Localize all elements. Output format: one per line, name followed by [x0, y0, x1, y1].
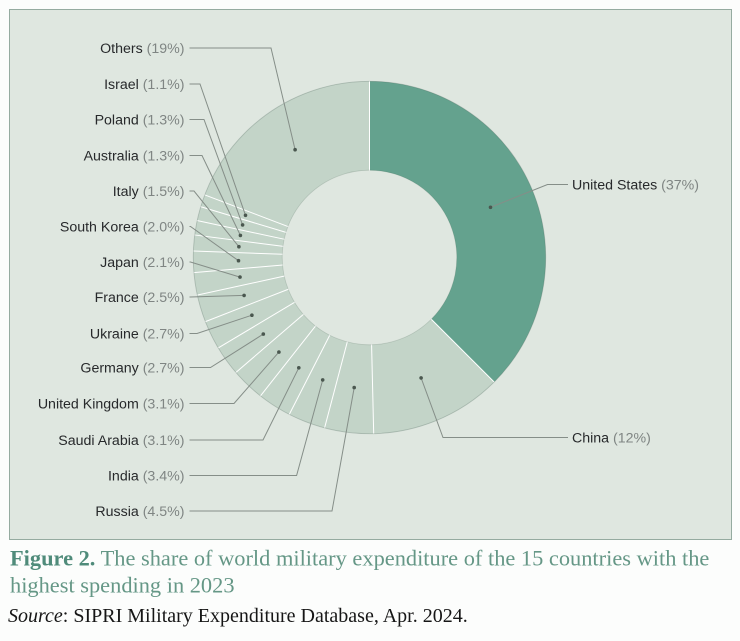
- svg-text:Saudi Arabia (3.1%): Saudi Arabia (3.1%): [58, 433, 184, 449]
- svg-text:Figure 2. The share of world m: Figure 2. The share of world military ex…: [10, 546, 709, 571]
- svg-text:United States (37%): United States (37%): [572, 178, 699, 194]
- svg-text:Poland (1.3%): Poland (1.3%): [95, 113, 185, 129]
- svg-text:Russia (4.5%): Russia (4.5%): [95, 504, 184, 520]
- svg-text:France (2.5%): France (2.5%): [95, 290, 185, 306]
- svg-text:Italy (1.5%): Italy (1.5%): [113, 184, 185, 200]
- svg-text:India (3.4%): India (3.4%): [108, 469, 185, 485]
- svg-text:Israel (1.1%): Israel (1.1%): [104, 77, 184, 93]
- svg-text:South Korea (2.0%): South Korea (2.0%): [60, 220, 185, 236]
- svg-text:Others (19%): Others (19%): [100, 41, 184, 57]
- svg-text:Germany (2.7%): Germany (2.7%): [80, 361, 184, 377]
- svg-text:Ukraine (2.7%): Ukraine (2.7%): [90, 327, 185, 343]
- svg-text:highest spending in 2023: highest spending in 2023: [10, 573, 235, 598]
- svg-text:United Kingdom (3.1%): United Kingdom (3.1%): [38, 397, 185, 413]
- svg-text:Japan (2.1%): Japan (2.1%): [100, 255, 184, 271]
- svg-text:China (12%): China (12%): [572, 431, 651, 447]
- svg-text:Source: SIPRI Military Expendi: Source: SIPRI Military Expenditure Datab…: [8, 605, 468, 627]
- svg-text:Australia (1.3%): Australia (1.3%): [84, 149, 185, 165]
